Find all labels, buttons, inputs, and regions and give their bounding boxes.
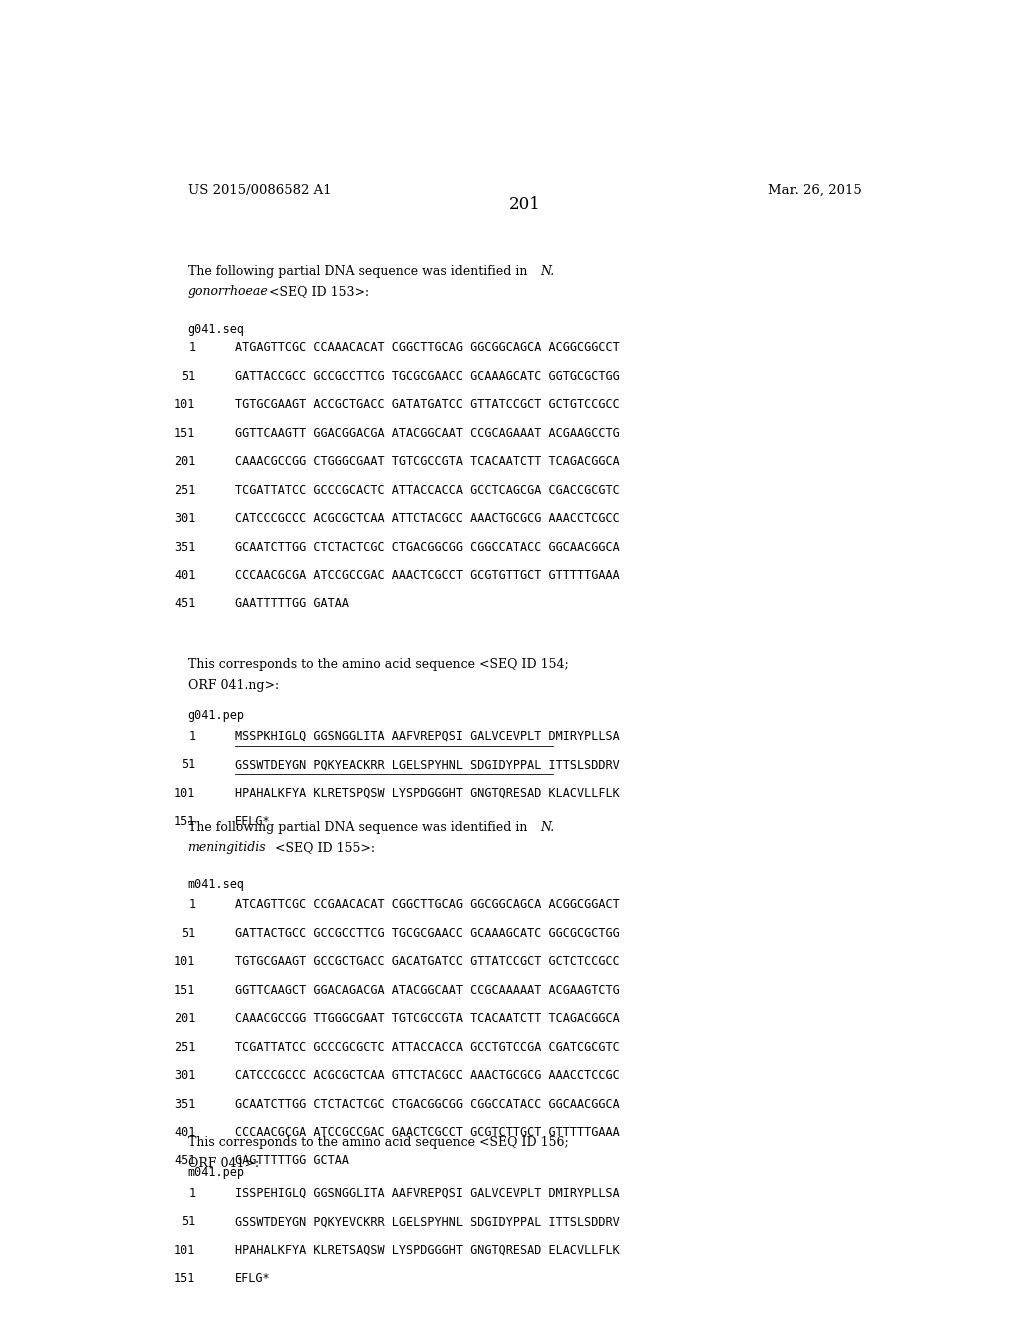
- Text: 151: 151: [174, 983, 196, 997]
- Text: 151: 151: [174, 1272, 196, 1286]
- Text: This corresponds to the amino acid sequence <SEQ ID 156;: This corresponds to the amino acid seque…: [187, 1137, 568, 1150]
- Text: The following partial DNA sequence was identified in: The following partial DNA sequence was i…: [187, 265, 530, 279]
- Text: 101: 101: [174, 787, 196, 800]
- Text: TGTGCGAAGT GCCGCTGACC GACATGATCC GTTATCCGCT GCTCTCCGCC: TGTGCGAAGT GCCGCTGACC GACATGATCC GTTATCC…: [236, 956, 620, 969]
- Text: m041.seq: m041.seq: [187, 878, 245, 891]
- Text: ORF 041.ng>:: ORF 041.ng>:: [187, 678, 279, 692]
- Text: TGTGCGAAGT ACCGCTGACC GATATGATCC GTTATCCGCT GCTGTCCGCC: TGTGCGAAGT ACCGCTGACC GATATGATCC GTTATCC…: [236, 399, 620, 412]
- Text: g041.pep: g041.pep: [187, 709, 245, 722]
- Text: GCAATCTTGG CTCTACTCGC CTGACGGCGG CGGCCATACC GGCAACGGCA: GCAATCTTGG CTCTACTCGC CTGACGGCGG CGGCCAT…: [236, 1097, 620, 1110]
- Text: ATCAGTTCGC CCGAACACAT CGGCTTGCAG GGCGGCAGCA ACGGCGGACT: ATCAGTTCGC CCGAACACAT CGGCTTGCAG GGCGGCA…: [236, 899, 620, 911]
- Text: CATCCCGCCC ACGCGCTCAA GTTCTACGCC AAACTGCGCG AAACCTCCGC: CATCCCGCCC ACGCGCTCAA GTTCTACGCC AAACTGC…: [236, 1069, 620, 1082]
- Text: CCCAACGCGA ATCCGCCGAC AAACTCGCCT GCGTGTTGCT GTTTTTGAAA: CCCAACGCGA ATCCGCCGAC AAACTCGCCT GCGTGTT…: [236, 569, 620, 582]
- Text: GGTTCAAGTT GGACGGACGA ATACGGCAAT CCGCAGAAAT ACGAAGCCTG: GGTTCAAGTT GGACGGACGA ATACGGCAAT CCGCAGA…: [236, 426, 620, 440]
- Text: 351: 351: [174, 1097, 196, 1110]
- Text: ISSPEHIGLQ GGSNGGLITA AAFVREPQSI GALVCEVPLT DMIRYPLLSA: ISSPEHIGLQ GGSNGGLITA AAFVREPQSI GALVCEV…: [236, 1187, 620, 1200]
- Text: This corresponds to the amino acid sequence <SEQ ID 154;: This corresponds to the amino acid seque…: [187, 659, 568, 672]
- Text: 451: 451: [174, 1155, 196, 1167]
- Text: GAATTTTTGG GATAA: GAATTTTTGG GATAA: [236, 598, 349, 610]
- Text: MSSPKHIGLQ GGSNGGLITA AAFVREPQSI GALVCEVPLT DMIRYPLLSA: MSSPKHIGLQ GGSNGGLITA AAFVREPQSI GALVCEV…: [236, 730, 620, 743]
- Text: 201: 201: [174, 455, 196, 469]
- Text: 251: 251: [174, 483, 196, 496]
- Text: N.: N.: [541, 265, 555, 279]
- Text: GATTACTGCC GCCGCCTTCG TGCGCGAACC GCAAAGCATC GGCGCGCTGG: GATTACTGCC GCCGCCTTCG TGCGCGAACC GCAAAGC…: [236, 927, 620, 940]
- Text: 51: 51: [181, 927, 196, 940]
- Text: 101: 101: [174, 956, 196, 969]
- Text: US 2015/0086582 A1: US 2015/0086582 A1: [187, 183, 331, 197]
- Text: GSSWTDEYGN PQKYEVCKRR LGELSPYHNL SDGIDYPPAL ITTSLSDDRV: GSSWTDEYGN PQKYEVCKRR LGELSPYHNL SDGIDYP…: [236, 1216, 620, 1229]
- Text: GCAATCTTGG CTCTACTCGC CTGACGGCGG CGGCCATACC GGCAACGGCA: GCAATCTTGG CTCTACTCGC CTGACGGCGG CGGCCAT…: [236, 541, 620, 553]
- Text: 1: 1: [188, 730, 196, 743]
- Text: m041.pep: m041.pep: [187, 1166, 245, 1179]
- Text: CCCAACGCGA ATCCGCCGAC GAACTCGCCT GCGTCTTGCT GTTTTTGAAA: CCCAACGCGA ATCCGCCGAC GAACTCGCCT GCGTCTT…: [236, 1126, 620, 1139]
- Text: 301: 301: [174, 512, 196, 525]
- Text: 201: 201: [174, 1012, 196, 1026]
- Text: 251: 251: [174, 1040, 196, 1053]
- Text: ORF 041>:: ORF 041>:: [187, 1156, 259, 1170]
- Text: 401: 401: [174, 569, 196, 582]
- Text: meningitidis: meningitidis: [187, 841, 266, 854]
- Text: GGTTCAAGCT GGACAGACGA ATACGGCAAT CCGCAAAAAT ACGAAGTCTG: GGTTCAAGCT GGACAGACGA ATACGGCAAT CCGCAAA…: [236, 983, 620, 997]
- Text: TCGATTATCC GCCCGCGCTC ATTACCACCA GCCTGTCCGA CGATCGCGTC: TCGATTATCC GCCCGCGCTC ATTACCACCA GCCTGTC…: [236, 1040, 620, 1053]
- Text: GATTACCGCC GCCGCCTTCG TGCGCGAACC GCAAAGCATC GGTGCGCTGG: GATTACCGCC GCCGCCTTCG TGCGCGAACC GCAAAGC…: [236, 370, 620, 383]
- Text: 401: 401: [174, 1126, 196, 1139]
- Text: ATGAGTTCGC CCAAACACAT CGGCTTGCAG GGCGGCAGCA ACGGCGGCCT: ATGAGTTCGC CCAAACACAT CGGCTTGCAG GGCGGCA…: [236, 342, 620, 354]
- Text: 51: 51: [181, 1216, 196, 1229]
- Text: <SEQ ID 155>:: <SEQ ID 155>:: [270, 841, 375, 854]
- Text: 151: 151: [174, 426, 196, 440]
- Text: 351: 351: [174, 541, 196, 553]
- Text: 101: 101: [174, 399, 196, 412]
- Text: Mar. 26, 2015: Mar. 26, 2015: [768, 183, 862, 197]
- Text: <SEQ ID 153>:: <SEQ ID 153>:: [265, 285, 370, 298]
- Text: 151: 151: [174, 814, 196, 828]
- Text: 51: 51: [181, 758, 196, 771]
- Text: 1: 1: [188, 1187, 196, 1200]
- Text: 101: 101: [174, 1243, 196, 1257]
- Text: 451: 451: [174, 598, 196, 610]
- Text: 1: 1: [188, 899, 196, 911]
- Text: CATCCCGCCC ACGCGCTCAA ATTCTACGCC AAACTGCGCG AAACCTCGCC: CATCCCGCCC ACGCGCTCAA ATTCTACGCC AAACTGC…: [236, 512, 620, 525]
- Text: 51: 51: [181, 370, 196, 383]
- Text: EFLG*: EFLG*: [236, 814, 270, 828]
- Text: GSSWTDEYGN PQKYEACKRR LGELSPYHNL SDGIDYPPAL ITTSLSDDRV: GSSWTDEYGN PQKYEACKRR LGELSPYHNL SDGIDYP…: [236, 758, 620, 771]
- Text: EFLG*: EFLG*: [236, 1272, 270, 1286]
- Text: GAGTTTTTGG GCTAA: GAGTTTTTGG GCTAA: [236, 1155, 349, 1167]
- Text: gonorrhoeae: gonorrhoeae: [187, 285, 268, 298]
- Text: g041.seq: g041.seq: [187, 323, 245, 337]
- Text: 301: 301: [174, 1069, 196, 1082]
- Text: The following partial DNA sequence was identified in: The following partial DNA sequence was i…: [187, 821, 530, 834]
- Text: 201: 201: [509, 195, 541, 213]
- Text: CAAACGCCGG TTGGGCGAAT TGTCGCCGTA TCACAATCTT TCAGACGGCA: CAAACGCCGG TTGGGCGAAT TGTCGCCGTA TCACAAT…: [236, 1012, 620, 1026]
- Text: N.: N.: [541, 821, 555, 834]
- Text: HPAHALKFYA KLRETSPQSW LYSPDGGGHT GNGTQRESAD KLACVLLFLK: HPAHALKFYA KLRETSPQSW LYSPDGGGHT GNGTQRE…: [236, 787, 620, 800]
- Text: HPAHALKFYA KLRETSAQSW LYSPDGGGHT GNGTQRESAD ELACVLLFLK: HPAHALKFYA KLRETSAQSW LYSPDGGGHT GNGTQRE…: [236, 1243, 620, 1257]
- Text: CAAACGCCGG CTGGGCGAAT TGTCGCCGTA TCACAATCTT TCAGACGGCA: CAAACGCCGG CTGGGCGAAT TGTCGCCGTA TCACAAT…: [236, 455, 620, 469]
- Text: TCGATTATCC GCCCGCACTC ATTACCACCA GCCTCAGCGA CGACCGCGTC: TCGATTATCC GCCCGCACTC ATTACCACCA GCCTCAG…: [236, 483, 620, 496]
- Text: 1: 1: [188, 342, 196, 354]
